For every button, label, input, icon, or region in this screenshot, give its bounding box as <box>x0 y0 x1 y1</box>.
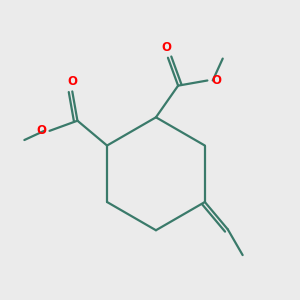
Text: O: O <box>67 75 77 88</box>
Text: O: O <box>161 41 172 54</box>
Text: O: O <box>211 74 221 87</box>
Text: O: O <box>36 124 46 137</box>
